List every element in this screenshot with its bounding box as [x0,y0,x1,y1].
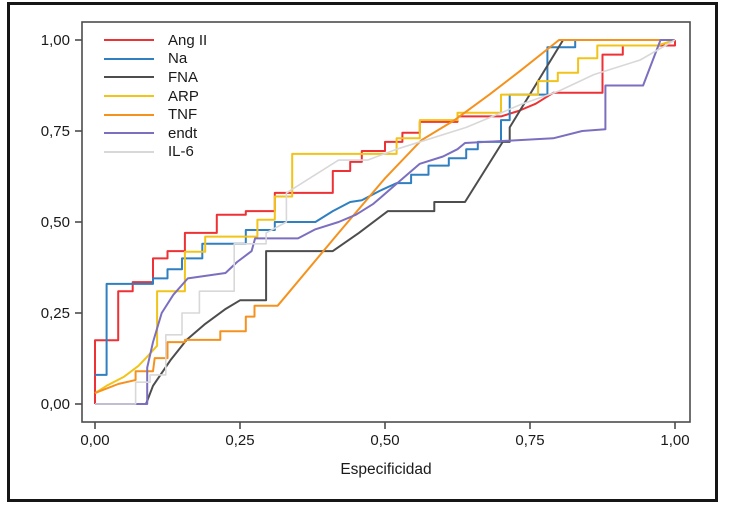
series-line-fna [95,39,675,405]
x-tick-label: 0,00 [80,432,109,449]
x-tick-label: 0,50 [370,432,399,449]
legend-item-endt: endt [104,124,207,143]
y-tick-label: 0,75 [41,123,70,140]
legend-label-il-6: IL-6 [168,143,194,161]
x-tick-label: 1,00 [660,432,689,449]
y-tick-label: 0,00 [41,396,70,413]
legend-item-na: Na [104,50,207,69]
legend-line-ang-ii [104,39,154,42]
legend-line-arp [104,95,154,98]
legend-label-arp: ARP [168,87,199,105]
legend-line-na [104,57,154,60]
chart-legend: Ang II Na FNA ARP TNF endt IL-6 [104,31,207,161]
x-tick-label: 0,75 [515,432,544,449]
series-line-il-6 [95,39,676,405]
legend-line-il-6 [104,151,154,153]
legend-item-arp: ARP [104,87,207,106]
legend-item-tnf: TNF [104,105,207,124]
series-line-endt [95,39,675,405]
legend-line-tnf [104,113,154,116]
legend-item-ang-ii: Ang II [104,31,207,50]
series-line-ang-ii [94,40,676,404]
x-axis-title: Especificidad [340,461,432,478]
series-line-na [95,39,675,376]
legend-line-fna [104,76,154,79]
series-line-arp [94,39,676,394]
legend-label-ang-ii: Ang II [168,31,208,49]
y-tick-label: 0,50 [41,214,70,231]
x-tick-label: 0,25 [225,432,254,449]
legend-line-endt [104,132,154,135]
legend-item-il-6: IL-6 [104,143,207,162]
y-tick-label: 0,25 [41,305,70,322]
legend-label-na: Na [168,50,188,68]
y-tick-label: 1,00 [41,32,70,49]
legend-label-fna: FNA [168,68,198,86]
legend-label-endt: endt [168,124,198,142]
legend-item-fna: FNA [104,68,207,87]
series-line-tnf [94,39,675,395]
legend-label-tnf: TNF [168,106,198,124]
